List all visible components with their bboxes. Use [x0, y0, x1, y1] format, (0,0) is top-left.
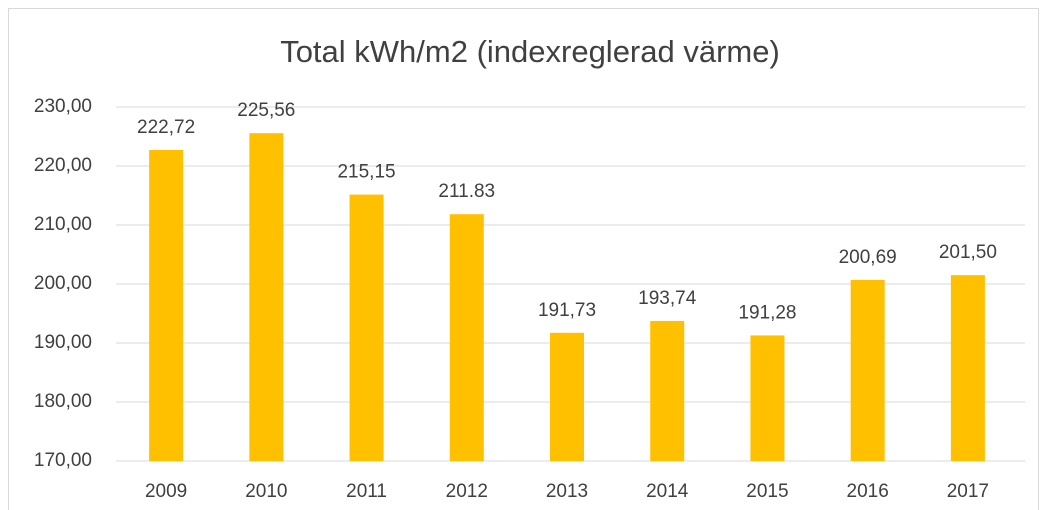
- data-label: 201,50: [939, 242, 997, 263]
- data-label: 215,15: [337, 162, 395, 183]
- bar: [750, 335, 785, 461]
- data-label: 225,56: [237, 100, 295, 121]
- y-tick-label: 210,00: [34, 214, 92, 235]
- x-tick-label: 2015: [746, 481, 788, 502]
- bar: [550, 332, 584, 461]
- data-label: 222,72: [137, 117, 195, 138]
- x-tick-label: 2013: [546, 481, 588, 502]
- y-tick-label: 200,00: [34, 273, 92, 294]
- y-tick-label: 170,00: [34, 450, 92, 471]
- data-label: 191,28: [738, 302, 796, 323]
- y-tick-label: 230,00: [34, 96, 92, 117]
- x-tick-label: 2016: [847, 481, 889, 502]
- bar: [249, 133, 284, 462]
- x-tick-label: 2017: [947, 481, 989, 502]
- y-tick-label: 220,00: [34, 155, 92, 176]
- x-tick-label: 2011: [346, 481, 387, 502]
- bar: [349, 194, 384, 462]
- y-tick-label: 180,00: [34, 391, 92, 412]
- bar: [449, 214, 484, 461]
- x-tick-label: 2014: [646, 481, 689, 502]
- x-tick-label: 2010: [245, 481, 287, 502]
- bar: [950, 275, 985, 461]
- bar: [850, 279, 885, 461]
- data-label: 191,73: [538, 300, 596, 321]
- x-tick-label: 2009: [145, 481, 187, 502]
- data-label: 211.83: [438, 181, 495, 202]
- y-tick-label: 190,00: [34, 332, 92, 353]
- data-label: 193,74: [638, 288, 697, 309]
- chart-title: Total kWh/m2 (indexreglerad värme): [280, 34, 780, 69]
- bar: [650, 320, 685, 461]
- x-tick-label: 2012: [446, 481, 488, 502]
- data-label: 200,69: [839, 247, 897, 268]
- bar: [149, 149, 184, 461]
